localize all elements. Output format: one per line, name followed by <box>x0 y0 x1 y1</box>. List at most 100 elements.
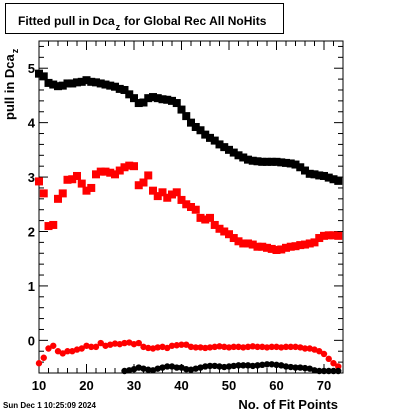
data-point <box>206 213 214 222</box>
x-tick-label: 20 <box>79 378 93 393</box>
chart-title-main: Fitted pull in Dca <box>18 14 115 28</box>
data-point <box>54 82 62 91</box>
y-axis-label-subscript: z <box>10 48 20 54</box>
data-point <box>235 343 242 351</box>
data-point <box>50 342 57 349</box>
data-point <box>101 167 110 176</box>
data-point <box>178 341 185 348</box>
data-point <box>315 234 324 243</box>
data-point <box>35 69 43 78</box>
data-point <box>168 190 176 199</box>
data-point <box>286 159 295 168</box>
data-point <box>49 80 58 89</box>
data-point <box>244 239 252 248</box>
chart-title-rest: for Global Rec All NoHits <box>124 14 267 28</box>
data-point <box>320 231 328 240</box>
data-point <box>234 237 243 246</box>
data-point <box>325 355 332 363</box>
timestamp: Sun Dec 1 10:25:09 2024 <box>3 401 96 410</box>
data-point <box>130 162 138 171</box>
data-point <box>39 72 48 81</box>
data-point <box>334 176 343 185</box>
data-point <box>78 345 85 352</box>
data-point <box>301 364 309 372</box>
data-point <box>183 341 190 348</box>
data-point <box>177 105 186 114</box>
data-point <box>139 178 148 187</box>
data-point <box>88 343 95 351</box>
data-point <box>220 143 229 152</box>
data-point <box>210 136 219 145</box>
data-point <box>120 163 129 172</box>
data-point <box>268 343 275 351</box>
x-tick-label: 40 <box>174 378 188 393</box>
data-point <box>77 77 86 86</box>
data-point <box>106 168 115 177</box>
data-point <box>239 239 248 248</box>
data-point <box>272 157 281 166</box>
data-point <box>215 140 224 149</box>
data-point <box>134 181 143 190</box>
data-point <box>334 231 343 240</box>
data-point <box>201 130 210 139</box>
data-point <box>139 98 148 107</box>
data-point <box>92 78 100 87</box>
data-point <box>248 240 257 249</box>
data-point <box>254 362 261 369</box>
data-point <box>240 344 247 351</box>
data-point <box>92 343 100 351</box>
data-point <box>225 145 233 154</box>
data-point <box>144 171 153 180</box>
data-point <box>277 158 286 167</box>
data-point <box>305 239 314 248</box>
data-point <box>87 183 96 192</box>
data-point <box>254 343 261 351</box>
data-point <box>182 200 191 209</box>
data-point <box>240 362 247 369</box>
data-point <box>68 175 77 184</box>
data-point <box>96 167 105 176</box>
data-point <box>173 364 180 371</box>
data-point <box>229 234 238 243</box>
data-point <box>330 360 337 367</box>
data-point <box>135 339 142 347</box>
data-point <box>35 177 43 186</box>
data-point <box>111 82 119 91</box>
data-point <box>149 93 157 102</box>
data-point <box>221 343 228 351</box>
tick-labels: 10 20 30 40 50 60 70 0 1 2 3 4 5 <box>28 61 331 393</box>
data-point <box>301 166 309 175</box>
y-tick-label: 2 <box>28 224 35 239</box>
data-point <box>259 343 266 351</box>
data-point <box>286 242 295 251</box>
data-point <box>273 343 280 351</box>
data-point <box>115 166 124 175</box>
data-point <box>272 245 281 254</box>
y-tick-label: 3 <box>28 170 35 185</box>
data-point <box>311 367 318 374</box>
data-point <box>225 344 233 351</box>
series-0 <box>35 69 343 185</box>
data-point <box>120 85 129 94</box>
chart-title: Fitted pull in Dcaz for Global Rec All No… <box>18 14 267 32</box>
data-point <box>101 80 110 89</box>
data-point <box>225 230 233 239</box>
data-point <box>206 133 214 142</box>
data-point <box>173 342 180 349</box>
x-tick-label: 70 <box>317 378 331 393</box>
x-axis-label: No. of Fit Points <box>238 397 338 412</box>
data-point <box>229 148 238 157</box>
data-point <box>325 367 332 375</box>
data-point <box>145 344 152 352</box>
y-tick-label: 0 <box>28 333 35 348</box>
data-point <box>97 339 104 347</box>
data-point <box>278 344 285 351</box>
x-tick-label: 60 <box>269 378 283 393</box>
data-point <box>244 362 252 369</box>
data-point <box>239 153 248 162</box>
data-point <box>329 175 338 184</box>
data-point <box>111 170 119 179</box>
data-point <box>335 367 342 375</box>
y-tick-label: 1 <box>28 279 35 294</box>
data-point <box>301 345 309 352</box>
